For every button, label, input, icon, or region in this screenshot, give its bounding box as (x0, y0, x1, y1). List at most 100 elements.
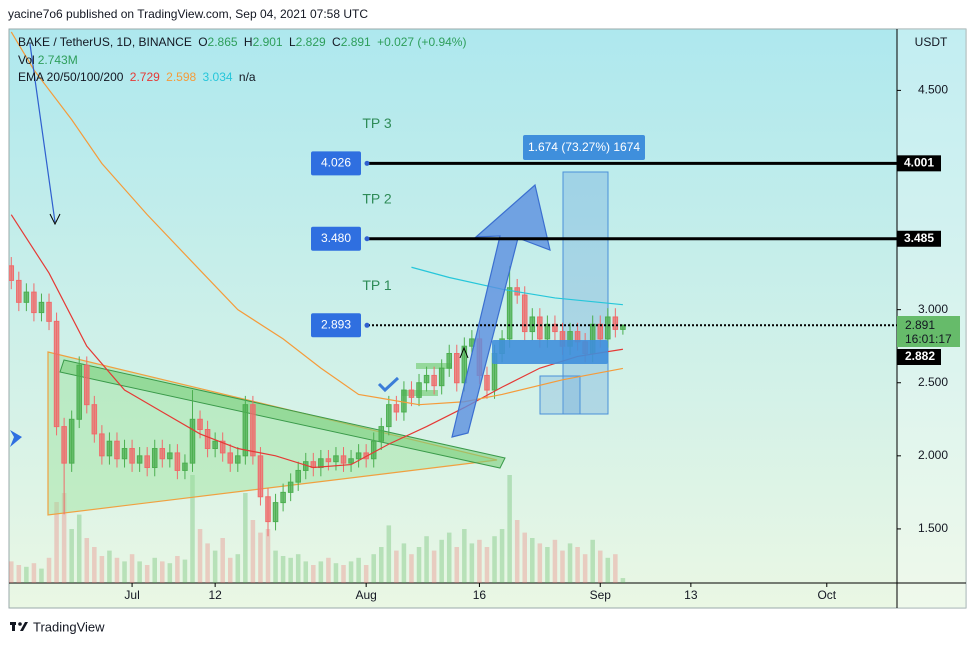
x-tick-label: 16 (473, 588, 487, 602)
candle-body (167, 452, 173, 460)
y-tick-label: 2.500 (918, 375, 948, 389)
volume-bar (484, 547, 490, 583)
candle-body (544, 323, 551, 340)
volume-bar (137, 561, 142, 583)
volume-bar (605, 557, 611, 583)
volume-bar (326, 557, 331, 583)
volume-bar (31, 563, 37, 583)
candle-body (370, 440, 377, 460)
volume-bar (205, 543, 210, 583)
volume-bar (424, 536, 429, 583)
volume-bar (462, 529, 467, 583)
volume-bar (522, 532, 527, 583)
candle-body (386, 404, 392, 428)
volume-bar (492, 536, 497, 583)
volume-layer (9, 475, 626, 583)
volume-bar (386, 525, 392, 583)
candle-body (68, 418, 75, 464)
candle-body (454, 353, 460, 384)
ema-title: EMA 20/50/100/200 (18, 70, 124, 84)
candle-body (242, 404, 249, 457)
volume-bar (545, 547, 550, 583)
y-tick-label: 3.000 (918, 302, 948, 316)
candle-body (521, 294, 528, 333)
x-tick-label: Sep (590, 588, 612, 602)
close-value: 2.891 (340, 35, 371, 49)
candle-body (144, 455, 150, 469)
open-value: 2.865 (207, 35, 238, 49)
level-name: TP 3 (362, 115, 392, 131)
level-tag-box (311, 151, 361, 176)
volume-bar (499, 529, 505, 583)
volume-bar (439, 539, 444, 583)
candle-body (121, 448, 128, 460)
candle-body (295, 469, 301, 483)
volume-bar (235, 554, 241, 583)
overlay-drawings: 1.674 (73.27%) 1674 4.026 TP 3 3.480 TP 2 2.… (10, 43, 897, 447)
trend-arrow (29, 43, 56, 223)
volume-bar (144, 565, 150, 583)
candle-body (174, 452, 181, 471)
candle-body (597, 323, 604, 340)
volume-bar (401, 543, 407, 583)
candle-body (552, 323, 558, 333)
close-prefix: C (332, 35, 341, 49)
y-tick-label: 1.500 (918, 521, 948, 535)
candle-body (235, 455, 241, 464)
volume-bar (39, 568, 44, 583)
volume-bar (620, 578, 626, 583)
drawings (47, 171, 609, 516)
candle-body (431, 374, 437, 387)
volume-bar (280, 556, 286, 583)
level-tag: 3.480 (321, 231, 351, 245)
volume-bar (507, 475, 512, 583)
level-anchor (364, 160, 370, 166)
volume-bar (454, 547, 460, 583)
candle-body (416, 382, 422, 398)
volume-bar (152, 557, 157, 583)
volume-bar (190, 475, 195, 583)
range-label-box (523, 135, 645, 160)
candle-body (16, 279, 22, 303)
candle-body (219, 440, 226, 454)
ema-value: 3.034 (202, 70, 233, 84)
volume-bar (379, 547, 384, 583)
candle-body (461, 345, 468, 384)
candle-body (605, 316, 611, 340)
volume-bar (477, 539, 482, 583)
candle-body (159, 448, 166, 460)
volume-bar (122, 561, 127, 583)
volume-bar (9, 561, 14, 583)
range-label: 1.674 (73.27%) 1674 (528, 140, 640, 154)
candle-body (612, 316, 619, 330)
level-tag: 4.026 (321, 156, 351, 170)
volume-bar (61, 493, 67, 583)
volume-bar (469, 543, 475, 583)
volume-value: 2.743M (37, 53, 78, 67)
candle-body (38, 301, 45, 314)
candle-body (31, 291, 37, 314)
marker-price-box (897, 349, 941, 365)
currency-label: USDT (915, 35, 948, 49)
level-anchor (364, 236, 370, 242)
volume-bar (24, 566, 29, 583)
candle-body (287, 481, 294, 493)
candle-body (129, 448, 135, 464)
volume-bar (76, 514, 82, 583)
volume-bar (613, 554, 618, 583)
high-value: 2.901 (252, 35, 283, 49)
volume-bar (46, 557, 52, 583)
axes: 1.500 2.000 2.500 3.000 4.500 Jul 12 Aug 16 Sep 13… (124, 83, 948, 603)
candle-body (355, 452, 362, 460)
volume-bar (530, 538, 535, 583)
countdown: 16:01:17 (905, 332, 952, 346)
level-price-box (897, 230, 941, 247)
volume-bar (175, 556, 180, 583)
volume-bar (129, 554, 135, 583)
candle-body (438, 367, 445, 387)
candle-body (227, 452, 234, 464)
candle-body (272, 502, 279, 523)
volume-bar (311, 565, 316, 583)
volume-bar (394, 550, 399, 583)
volume-bar (431, 550, 437, 583)
